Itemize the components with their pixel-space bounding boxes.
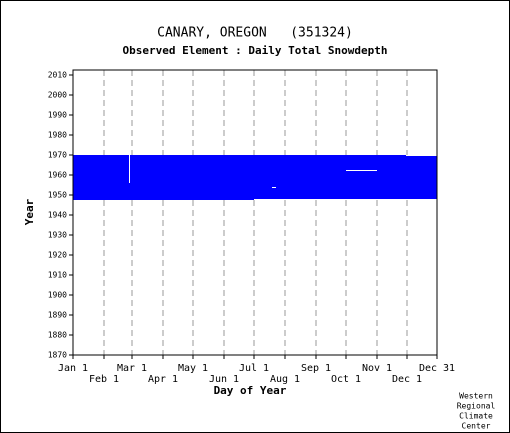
x-tick-label: Jul 1 bbox=[239, 363, 269, 374]
y-tick-label: 1880 bbox=[48, 331, 67, 340]
x-tick-label: Sep 1 bbox=[301, 363, 331, 374]
y-tick-label: 1960 bbox=[48, 171, 67, 180]
credit-line: Climate bbox=[459, 412, 493, 421]
y-tick-label: 1870 bbox=[48, 351, 67, 360]
y-axis-label: Year bbox=[23, 198, 36, 225]
x-tick-label: Jan 1 bbox=[58, 363, 88, 374]
credit-line: Regional bbox=[457, 402, 496, 411]
x-tick-label: Apr 1 bbox=[148, 374, 178, 385]
x-tick-label: Dec 1 bbox=[392, 374, 422, 385]
x-tick-label: Nov 1 bbox=[362, 363, 392, 374]
x-tick-label: Feb 1 bbox=[89, 374, 119, 385]
data-gap bbox=[254, 199, 437, 200]
y-tick-label: 2000 bbox=[48, 91, 67, 100]
plot-border bbox=[72, 69, 438, 356]
data-gap bbox=[346, 170, 377, 171]
y-tick-label: 1920 bbox=[48, 251, 67, 260]
x-tick-label: Mar 1 bbox=[117, 363, 147, 374]
y-tick-label: 2010 bbox=[48, 71, 67, 80]
y-tick-label: 1900 bbox=[48, 291, 67, 300]
x-axis-label: Day of Year bbox=[214, 384, 287, 397]
credit-line: Western bbox=[459, 392, 493, 401]
data-block bbox=[73, 155, 437, 200]
y-tick-label: 1940 bbox=[48, 211, 67, 220]
y-tick-label: 1950 bbox=[48, 191, 67, 200]
chart-subtitle: Observed Element : Daily Total Snowdepth bbox=[123, 44, 388, 57]
data-gap bbox=[272, 187, 276, 188]
y-tick-label: 1910 bbox=[48, 271, 67, 280]
x-tick-label: Oct 1 bbox=[331, 374, 361, 385]
data-gap bbox=[129, 155, 130, 183]
x-tick-label: Aug 1 bbox=[270, 374, 300, 385]
x-tick-label: Jun 1 bbox=[209, 374, 239, 385]
y-tick-label: 1930 bbox=[48, 231, 67, 240]
y-tick-label: 1890 bbox=[48, 311, 67, 320]
y-tick-label: 1990 bbox=[48, 111, 67, 120]
data-gap bbox=[406, 155, 437, 156]
credit-line: Center bbox=[462, 422, 491, 431]
x-tick-label: May 1 bbox=[178, 363, 208, 374]
chart-title: CANARY, OREGON (351324) bbox=[157, 26, 353, 41]
y-tick-label: 1980 bbox=[48, 131, 67, 140]
x-tick-label: Dec 31 bbox=[419, 363, 455, 374]
y-tick-label: 1970 bbox=[48, 151, 67, 160]
